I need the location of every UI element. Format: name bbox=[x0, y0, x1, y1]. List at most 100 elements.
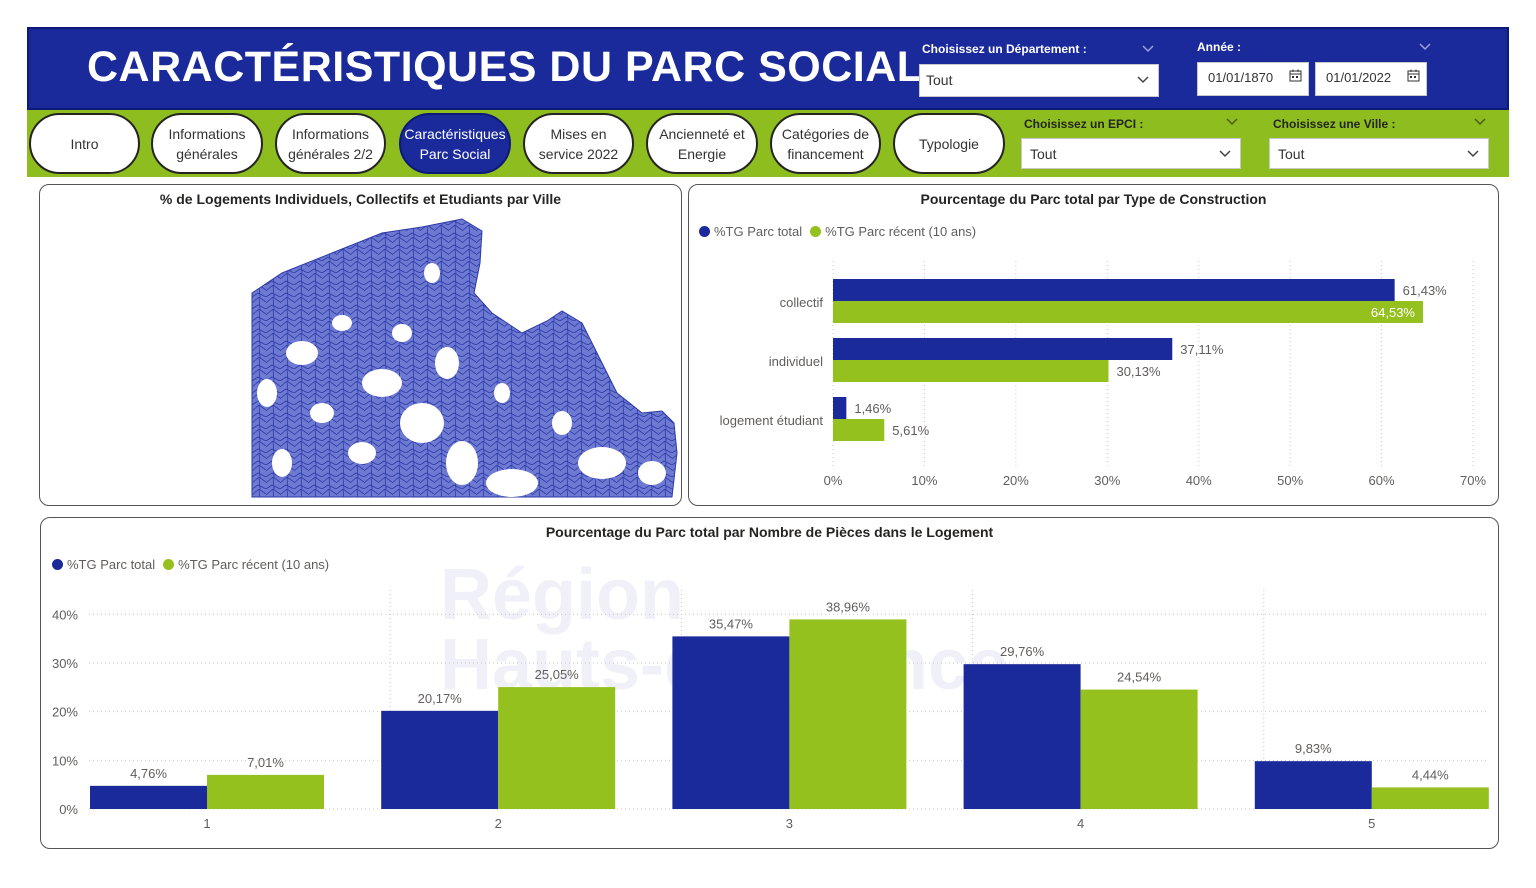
chevron-down-icon[interactable] bbox=[1418, 41, 1432, 51]
map-gaps bbox=[257, 263, 666, 497]
annee-filter-label: Année : bbox=[1197, 40, 1242, 54]
legend-dot-green bbox=[163, 559, 175, 570]
legend-item-parc-recent[interactable]: %TG Parc récent (10 ans) bbox=[810, 224, 976, 239]
watermark-line1: Région bbox=[440, 555, 684, 635]
legend-item-parc-total[interactable]: %TG Parc total bbox=[699, 224, 802, 239]
legend-item-parc-recent[interactable]: %TG Parc récent (10 ans) bbox=[163, 557, 329, 572]
x-tick-label: 50% bbox=[1277, 473, 1303, 488]
nav-button-intro[interactable]: Intro bbox=[29, 113, 140, 174]
rooms-chart: 0% 10% 20% 30% 40% 1 4,76% 7,01% 2 20,17% 25,05% 3 3… bbox=[52, 590, 1489, 831]
nav-button-typologie[interactable]: Typologie bbox=[893, 113, 1005, 174]
rooms-legend: %TG Parc total %TG Parc récent (10 ans) bbox=[52, 557, 337, 572]
y-tick-label: 10% bbox=[52, 753, 78, 768]
construction-type-chart-panel: Pourcentage du Parc total par Type de Co… bbox=[688, 184, 1499, 506]
navigation-bar: Intro Informations générales Information… bbox=[27, 110, 1509, 177]
nav-button-informations-generales[interactable]: Informations générales bbox=[151, 113, 263, 174]
date-end-input[interactable]: 01/01/2022 bbox=[1315, 62, 1427, 96]
y-category-label: logement étudiant bbox=[720, 413, 824, 428]
epci-dropdown[interactable]: Tout bbox=[1021, 138, 1241, 169]
nav-button-anciennete-energie[interactable]: Ancienneté et Energie bbox=[646, 113, 758, 174]
y-tick-label: 0% bbox=[59, 802, 78, 817]
legend-label: %TG Parc récent (10 ans) bbox=[178, 557, 330, 572]
map-title: % de Logements Individuels, Collectifs e… bbox=[159, 191, 562, 207]
calendar-icon[interactable] bbox=[1407, 69, 1420, 82]
construction-type-legend: %TG Parc total %TG Parc récent (10 ans) bbox=[699, 224, 984, 239]
bar bbox=[1371, 787, 1489, 809]
epci-dropdown-value: Tout bbox=[1030, 146, 1057, 162]
chevron-down-icon bbox=[1467, 150, 1479, 158]
date-start-input[interactable]: 01/01/1870 bbox=[1197, 62, 1309, 96]
nav-button-categories-financement[interactable]: Catégories de financement bbox=[770, 113, 881, 174]
rooms-chart-title: Pourcentage du Parc total par Nombre de … bbox=[545, 524, 994, 540]
y-tick-label: 30% bbox=[52, 656, 78, 671]
departement-filter-label: Choisissez un Département : bbox=[922, 42, 1087, 56]
bar bbox=[833, 279, 1395, 301]
construction-type-chart-title: Pourcentage du Parc total par Type de Co… bbox=[920, 191, 1267, 207]
x-category-label: 3 bbox=[786, 816, 793, 831]
data-label: 38,96% bbox=[826, 599, 871, 614]
epci-filter-label: Choisissez un EPCI : bbox=[1024, 117, 1144, 131]
region-map[interactable] bbox=[42, 213, 680, 503]
date-end-value: 01/01/2022 bbox=[1326, 70, 1392, 85]
bar bbox=[207, 774, 324, 809]
y-category-label: individuel bbox=[769, 354, 823, 369]
bar bbox=[498, 687, 616, 809]
ville-dropdown[interactable]: Tout bbox=[1269, 138, 1489, 169]
bar bbox=[833, 301, 1423, 323]
data-label: 24,54% bbox=[1117, 670, 1162, 685]
chevron-down-icon[interactable] bbox=[1473, 116, 1487, 126]
bar bbox=[789, 619, 907, 809]
x-category-label: 5 bbox=[1368, 816, 1375, 831]
nav-button-caracteristiques[interactable]: Caractéristiques Parc Social bbox=[399, 113, 511, 174]
chevron-down-icon bbox=[1137, 76, 1149, 84]
data-label: 7,01% bbox=[247, 755, 284, 770]
data-label: 1,46% bbox=[854, 401, 891, 416]
chevron-down-icon[interactable] bbox=[1225, 116, 1239, 126]
page-header: CARACTÉRISTIQUES DU PARC SOCIAL Choisiss… bbox=[27, 27, 1509, 110]
nav-button-informations-generales-2[interactable]: Informations générales 2/2 bbox=[275, 113, 386, 174]
y-category-label: collectif bbox=[780, 295, 824, 310]
legend-dot-blue bbox=[52, 559, 63, 570]
legend-label: %TG Parc total bbox=[67, 557, 156, 572]
legend-label: %TG Parc récent (10 ans) bbox=[825, 224, 977, 239]
data-label: 5,61% bbox=[892, 423, 929, 438]
nav-button-mises-en-service[interactable]: Mises en service 2022 bbox=[523, 113, 634, 174]
data-label: 64,53% bbox=[1371, 305, 1416, 320]
bar bbox=[963, 664, 1081, 809]
ville-dropdown-value: Tout bbox=[1278, 146, 1305, 162]
bar bbox=[1254, 761, 1372, 809]
chevron-down-icon[interactable] bbox=[1141, 43, 1155, 53]
bar bbox=[90, 785, 207, 809]
bar bbox=[833, 338, 1173, 360]
rooms-chart-panel: Pourcentage du Parc total par Nombre de … bbox=[40, 517, 1499, 849]
departement-dropdown-value: Tout bbox=[926, 72, 953, 88]
bar bbox=[833, 360, 1109, 382]
x-category-label: 1 bbox=[203, 816, 210, 831]
data-label: 29,76% bbox=[1000, 644, 1045, 659]
calendar-icon[interactable] bbox=[1289, 69, 1302, 82]
legend-label: %TG Parc total bbox=[714, 224, 803, 239]
data-label: 35,47% bbox=[709, 616, 754, 631]
y-tick-label: 20% bbox=[52, 705, 78, 720]
y-tick-label: 40% bbox=[52, 607, 78, 622]
date-start-value: 01/01/1870 bbox=[1208, 70, 1274, 85]
data-label: 30,13% bbox=[1116, 364, 1161, 379]
legend-item-parc-total[interactable]: %TG Parc total bbox=[52, 557, 155, 572]
departement-dropdown[interactable]: Tout bbox=[919, 64, 1159, 97]
x-tick-label: 0% bbox=[824, 473, 843, 488]
data-label: 9,83% bbox=[1295, 741, 1332, 756]
bar bbox=[1080, 689, 1198, 809]
page-title: CARACTÉRISTIQUES DU PARC SOCIAL bbox=[87, 43, 924, 91]
construction-type-chart: 0% 10% 20% 30% 40% 50% 60% 70% collectif 61,43% 64… bbox=[720, 261, 1486, 488]
x-tick-label: 70% bbox=[1460, 473, 1486, 488]
x-tick-label: 10% bbox=[911, 473, 937, 488]
x-tick-label: 30% bbox=[1094, 473, 1120, 488]
data-label: 25,05% bbox=[535, 667, 580, 682]
bar bbox=[833, 419, 885, 441]
x-tick-label: 60% bbox=[1369, 473, 1395, 488]
chevron-down-icon bbox=[1219, 150, 1231, 158]
x-category-label: 2 bbox=[495, 816, 502, 831]
data-label: 37,11% bbox=[1180, 342, 1224, 357]
bar bbox=[672, 636, 790, 809]
x-tick-label: 20% bbox=[1003, 473, 1029, 488]
